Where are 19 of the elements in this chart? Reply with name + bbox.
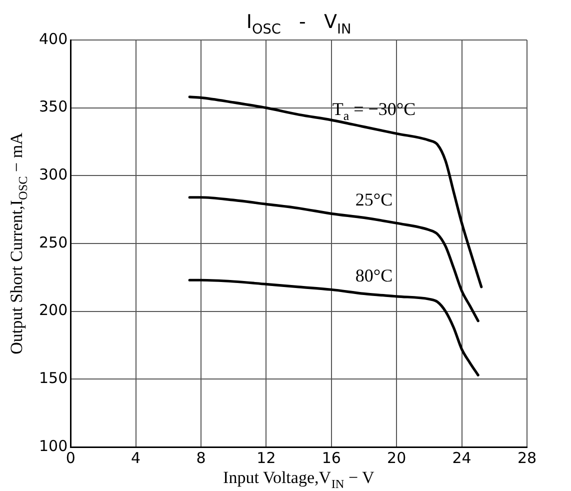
x-tick-label: 20 xyxy=(387,448,406,467)
y-tick-label: 400 xyxy=(38,30,68,48)
y-tick-label: 300 xyxy=(38,166,68,184)
x-tick-label: 24 xyxy=(452,448,472,467)
x-tick-label: 16 xyxy=(322,448,341,467)
line-series xyxy=(188,96,483,288)
y-tick-label: 100 xyxy=(38,436,68,455)
x-tick-label: 0 xyxy=(66,448,76,467)
x-tick-label: 8 xyxy=(196,448,206,467)
y-tick-label: 350 xyxy=(38,98,68,116)
y-tick-label: 200 xyxy=(38,301,68,320)
x-tick-label: 28 xyxy=(517,448,537,467)
y-axis-title: Output Short Current,IOSC − mA xyxy=(7,132,30,354)
y-tick-label: 250 xyxy=(38,233,68,252)
series-label: 80°C xyxy=(355,266,393,286)
series-label: 25°C xyxy=(355,190,393,210)
x-tick-label: 12 xyxy=(256,448,276,467)
y-tick-label: 150 xyxy=(38,369,68,388)
x-tick-label: 4 xyxy=(131,448,141,467)
